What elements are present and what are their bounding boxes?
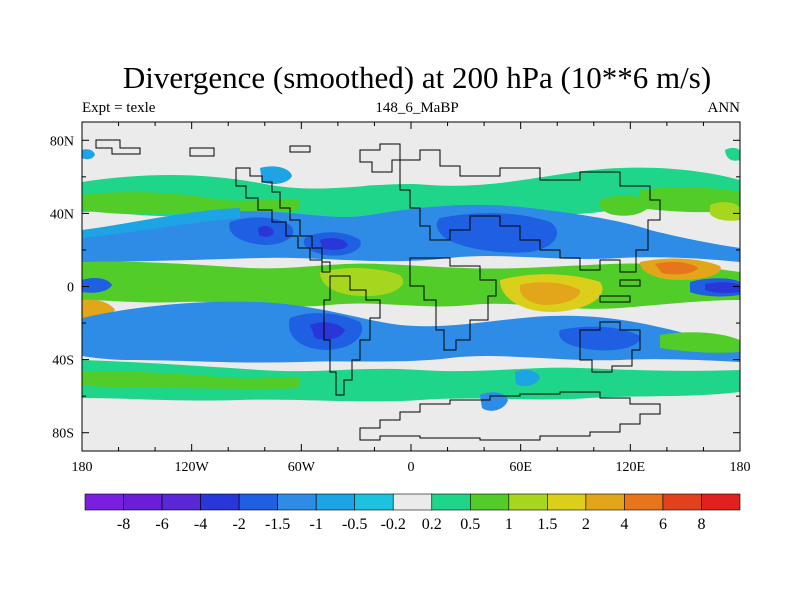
coastline-antarctica <box>359 391 661 441</box>
colorbar-label: -0.2 <box>381 516 406 533</box>
colorbar-segment <box>585 493 625 511</box>
colorbar-label: 4 <box>620 516 628 533</box>
field-north-convergence-strong-c <box>436 213 558 253</box>
colorbar-label: -1.5 <box>265 516 290 533</box>
divergence-field <box>82 147 740 411</box>
x-tick-label: 180 <box>730 460 751 475</box>
colorbar-segment <box>161 493 201 511</box>
chart-title: Divergence (smoothed) at 200 hPa (10**6 … <box>122 60 712 95</box>
colorbar-segment <box>277 493 317 511</box>
field-south-convergence <box>82 301 740 363</box>
field-arctic-divergence <box>725 147 740 161</box>
case-label: 148_6_MaBP <box>375 100 459 116</box>
coastline-north-america <box>235 167 331 273</box>
axis-ticks: 180 120W 60W 0 60E 120E 180 80N 40N 0 40S 80S <box>50 122 751 475</box>
field-north-divergence-strong <box>82 192 300 215</box>
colorbar-label: -1 <box>310 516 323 533</box>
x-tick-label: 180 <box>72 460 93 475</box>
colorbar: -8 -6 -4 -2 -1.5 -1 -0.5 -0.2 0.2 0.5 1 1.5 2 4 6 8 <box>84 493 741 533</box>
coastline-africa <box>409 257 497 351</box>
colorbar-label: 0.2 <box>422 516 442 533</box>
colorbar-label: -8 <box>117 516 130 533</box>
coastline-eurasia <box>399 149 661 273</box>
coastline-maritime <box>599 279 641 303</box>
experiment-label: Expt = texle <box>82 100 156 116</box>
field-south-convergence-core <box>310 322 345 340</box>
colorbar-label: 0.5 <box>460 516 480 533</box>
field-equatorial-divergence <box>82 261 740 309</box>
colorbar-label: -2 <box>232 516 245 533</box>
field-central-asia-divergence <box>598 195 650 216</box>
field-equatorial-divergence-orange <box>519 282 581 305</box>
field-east-pacific-convergence <box>82 277 112 293</box>
field-equatorial-divergence-yellow <box>320 268 404 297</box>
field-south-divergence <box>82 360 740 402</box>
field-south-indian-blob-2 <box>515 370 540 386</box>
colorbar-label: -4 <box>194 516 207 533</box>
colorbar-label: 2 <box>582 516 590 533</box>
y-tick-label: 0 <box>67 281 74 296</box>
y-tick-label: 40S <box>52 354 74 369</box>
colorbar-segment <box>431 493 471 511</box>
x-tick-label: 120E <box>616 460 646 475</box>
coastline-arctic-islands <box>95 139 311 157</box>
colorbar-label: 1 <box>505 516 513 533</box>
field-south-convergence-east <box>559 326 641 351</box>
x-tick-label: 60W <box>288 460 316 475</box>
coastline-australia <box>579 321 641 373</box>
continent-outlines <box>95 139 661 441</box>
coastline-south-america <box>323 275 381 396</box>
field-south-divergence-strong <box>82 371 300 389</box>
colorbar-segment <box>354 493 394 511</box>
y-tick-label: 40N <box>50 207 74 222</box>
colorbar-segment <box>392 493 433 511</box>
season-label: ANN <box>707 100 741 116</box>
y-tick-label: 80N <box>50 134 74 149</box>
colorbar-segment <box>701 493 741 511</box>
colorbar-segment <box>547 493 587 511</box>
colorbar-segment <box>624 493 664 511</box>
colorbar-segment <box>84 493 124 511</box>
field-west-asia-convergence <box>260 166 292 184</box>
field-south-indian-blob <box>480 392 508 411</box>
colorbar-segment <box>123 493 163 511</box>
colorbar-label: 6 <box>659 516 667 533</box>
colorbar-label: 1.5 <box>537 516 557 533</box>
x-tick-label: 60E <box>509 460 532 475</box>
x-tick-label: 0 <box>408 460 415 475</box>
field-north-convergence-light <box>82 208 240 238</box>
y-tick-label: 80S <box>52 427 74 442</box>
field-north-convergence-core-b <box>320 237 348 250</box>
colorbar-segment <box>315 493 356 511</box>
colorbar-label: -0.5 <box>342 516 367 533</box>
field-north-atlantic-divergence <box>348 185 410 206</box>
field-north-convergence-core-a <box>258 225 274 237</box>
colorbar-label: 8 <box>697 516 705 533</box>
field-dateline-convergence-core <box>705 282 740 294</box>
field-arctic-convergence <box>82 149 95 160</box>
colorbar-segment <box>238 493 278 511</box>
x-tick-label: 120W <box>175 460 210 475</box>
field-north-pacific-divergence <box>710 202 740 221</box>
colorbar-segment <box>508 493 548 511</box>
colorbar-segment <box>662 493 702 511</box>
colorbar-label: -6 <box>155 516 168 533</box>
colorbar-segment <box>469 493 510 511</box>
field-west-pacific-divergence-strong <box>655 261 698 275</box>
field-south-divergence-east <box>660 332 740 353</box>
colorbar-segment <box>200 493 240 511</box>
coastline-greenland <box>359 143 401 173</box>
